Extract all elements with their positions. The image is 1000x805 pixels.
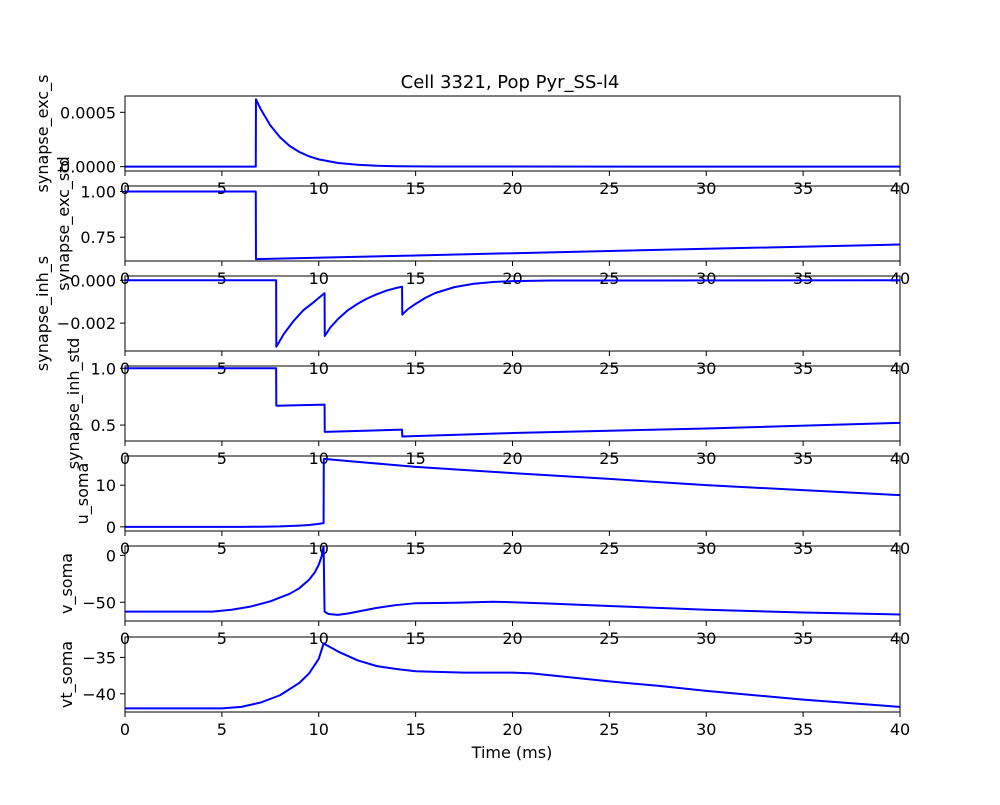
- x-tick-label: 40: [890, 720, 910, 739]
- series-line: [125, 98, 900, 168]
- x-tick-label: 25: [599, 539, 619, 558]
- y-tick-label: −40: [82, 685, 116, 704]
- x-tick-label: 10: [309, 720, 329, 739]
- x-tick-label: 20: [502, 449, 522, 468]
- x-tick-label: 0: [120, 720, 130, 739]
- y-tick-label: −35: [82, 648, 116, 667]
- subplot-vt-soma: 0 5 10 15 20 25 30 35 40 −35 −40 vt_soma: [57, 636, 910, 739]
- subplot-v-soma: 0 5 10 15 20 25 30 35 400−50v_soma: [57, 545, 910, 648]
- y-tick-label: 1.00: [80, 182, 116, 201]
- x-tick-label: 15: [405, 449, 425, 468]
- x-tick-label: 35: [793, 629, 813, 648]
- y-axis-label: synapse_exc_std: [54, 156, 74, 290]
- y-tick-label: 0.5: [91, 416, 116, 435]
- y-axis-label: vt_soma: [57, 641, 77, 708]
- series-line: [125, 457, 900, 528]
- y-tick-label: 0.000: [70, 271, 116, 290]
- y-tick-label: −0.002: [57, 314, 116, 333]
- x-tick-label: 15: [405, 720, 425, 739]
- x-tick-label: 15: [405, 269, 425, 288]
- x-tick-label: 15: [405, 539, 425, 558]
- y-tick-label: 0.75: [80, 228, 116, 247]
- x-tick-label: 35: [793, 359, 813, 378]
- x-tick-label: 10: [309, 359, 329, 378]
- series-line: [125, 546, 900, 616]
- y-tick-label: 10: [96, 476, 116, 495]
- series-line: [125, 367, 900, 438]
- x-tick-label: 35: [793, 720, 813, 739]
- x-tick-label: 35: [793, 269, 813, 288]
- x-tick-label: 25: [599, 449, 619, 468]
- x-tick-label: 35: [793, 449, 813, 468]
- y-tick-label: 0.0000: [60, 158, 116, 177]
- x-tick-label: 35: [793, 539, 813, 558]
- x-tick-label: 20: [502, 539, 522, 558]
- x-tick-label: 30: [696, 720, 716, 739]
- axes-frame: [124, 636, 901, 713]
- x-tick-label: 10: [309, 179, 329, 198]
- x-tick-label: 15: [405, 629, 425, 648]
- x-tick-label: 30: [696, 539, 716, 558]
- x-tick-label: 5: [217, 269, 227, 288]
- x-tick-label: 25: [599, 359, 619, 378]
- x-tick-label: 25: [599, 269, 619, 288]
- x-tick-label: 20: [502, 629, 522, 648]
- x-axis-label: Time (ms): [471, 743, 553, 762]
- x-tick-label: 5: [217, 629, 227, 648]
- x-tick-label: 30: [696, 269, 716, 288]
- y-tick-label: 0: [106, 518, 116, 537]
- y-axis-label: synapse_exc_s: [33, 75, 53, 193]
- y-tick-label: 0.0005: [60, 103, 116, 122]
- x-tick-label: 30: [696, 359, 716, 378]
- x-tick-label: 5: [217, 449, 227, 468]
- y-tick-label: 1.0: [91, 359, 116, 378]
- x-tick-label: 20: [502, 359, 522, 378]
- y-axis-label: v_soma: [57, 553, 77, 614]
- axes-frame: [124, 95, 901, 172]
- x-tick-label: 25: [599, 720, 619, 739]
- x-tick-label: 10: [309, 269, 329, 288]
- y-tick-label: −50: [82, 593, 116, 612]
- x-tick-label: 20: [502, 269, 522, 288]
- x-tick-label: 25: [599, 629, 619, 648]
- series-line: [125, 642, 900, 710]
- x-tick-label: 15: [405, 359, 425, 378]
- x-tick-label: 25: [599, 179, 619, 198]
- y-axis-label: synapse_inh_s: [33, 256, 53, 371]
- x-tick-label: 35: [793, 179, 813, 198]
- x-tick-label: 30: [696, 449, 716, 468]
- x-tick-label: 30: [696, 179, 716, 198]
- x-tick-label: 20: [502, 720, 522, 739]
- x-tick-label: 20: [502, 179, 522, 198]
- y-tick-label: 0: [106, 546, 116, 565]
- x-tick-label: 5: [217, 179, 227, 198]
- x-tick-label: 15: [405, 179, 425, 198]
- series-line: [125, 279, 900, 348]
- x-tick-label: 5: [217, 720, 227, 739]
- subplot-synapse-exc-s: 0 5 10 15 20 25 30 35 400.00050.0000synapse_exc_…: [33, 75, 910, 198]
- y-axis-label: synapse_inh_std: [64, 338, 84, 470]
- x-tick-label: 30: [696, 629, 716, 648]
- y-axis-label: u_soma: [73, 463, 93, 525]
- series-line: [125, 190, 900, 261]
- x-tick-label: 10: [309, 539, 329, 558]
- figure-title: Cell 3321, Pop Pyr_SS-l4: [401, 72, 620, 93]
- x-tick-label: 5: [217, 539, 227, 558]
